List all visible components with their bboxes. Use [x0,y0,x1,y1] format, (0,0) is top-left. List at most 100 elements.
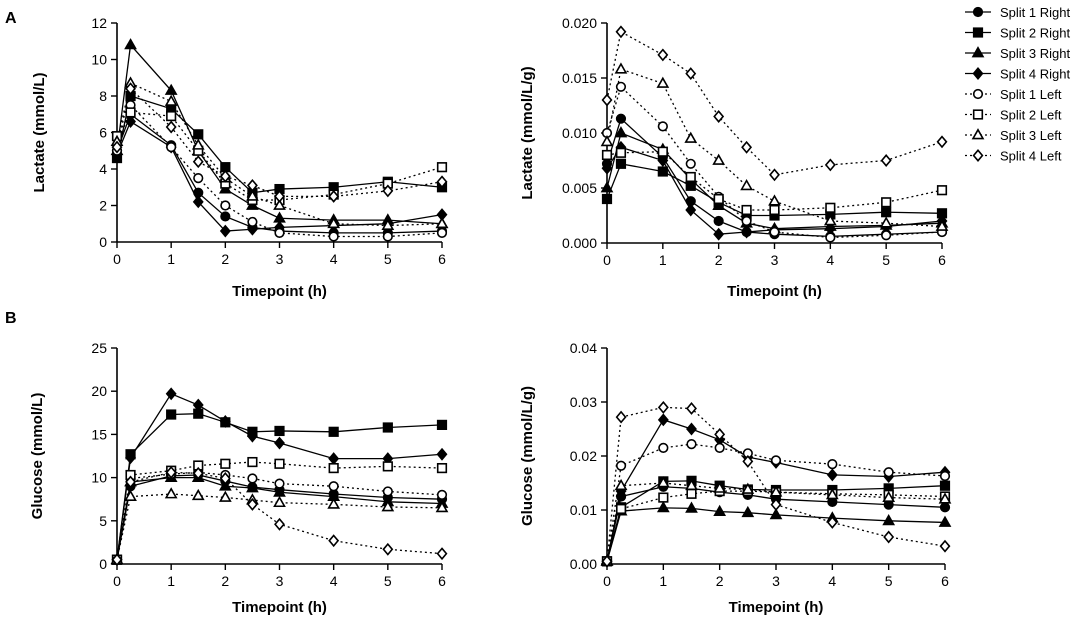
data-point [601,93,613,107]
data-point [328,481,339,492]
data-point [191,488,205,501]
series-line-split-2-left [606,151,943,211]
data-point [714,427,726,441]
y-tick-label: 0 [99,556,107,572]
x-axis-title: Timepoint (h) [232,599,327,616]
y-tick-label: 0.020 [562,15,597,31]
data-point [881,207,892,218]
data-point [769,168,780,182]
data-point [615,410,627,424]
data-point [657,413,669,427]
x-axis-title: Timepoint (h) [232,283,327,300]
data-point [247,456,258,468]
legend-label: Split 1 Left [1000,87,1062,102]
data-point [328,452,340,466]
data-point [883,530,895,544]
x-tick-label: 6 [941,573,949,589]
y-tick-label: 2 [99,198,107,214]
data-point [657,166,668,177]
data-point [246,497,258,511]
data-point [615,113,627,124]
data-point [938,515,952,527]
legend-item-split-3-right: Split 3 Right [965,46,1070,61]
series-line-split-4-right [116,120,443,232]
x-tick-label: 6 [938,252,946,268]
data-point [164,83,178,95]
data-point [166,110,177,122]
y-tick-label: 6 [99,125,107,141]
data-point [657,146,668,157]
data-point [328,534,340,548]
data-point [436,489,448,500]
series-line-split-1-right [606,486,946,562]
data-point [247,216,258,228]
data-point [768,194,781,206]
data-point [274,478,285,489]
y-tick-label: 0 [99,234,107,250]
panel-label-b: B [5,310,17,327]
data-point [435,216,449,229]
data-point [273,198,286,210]
series-line-split-4-right [116,392,443,560]
data-point [741,204,752,216]
legend-marker [972,6,984,18]
data-point [274,425,285,437]
data-point [220,211,231,222]
legend-label: Split 1 Right [1000,5,1070,20]
data-point [657,121,668,132]
series-line-split-2-right [116,95,443,194]
data-point [936,185,948,196]
data-point [770,455,782,466]
data-point [713,110,725,123]
data-point [939,502,951,513]
data-point [614,126,628,138]
data-point [741,482,755,494]
data-point [825,232,836,243]
data-point [274,227,285,238]
data-point [882,490,896,502]
data-point [246,222,258,236]
x-tick-label: 6 [438,251,446,267]
data-point [741,225,753,239]
data-point [327,216,341,229]
data-point [382,231,393,242]
data-point [246,189,259,201]
series-line-split-2-left [116,461,443,560]
data-point [825,488,839,500]
x-tick-label: 6 [438,573,446,589]
series-line-split-2-right [606,480,946,562]
data-point [246,481,259,493]
data-point [382,422,393,433]
y-tick-label: 0.03 [570,394,597,410]
data-point [684,131,698,143]
data-point [600,181,614,193]
data-point [274,458,285,469]
data-point [165,120,177,134]
data-point [111,140,123,154]
data-point [382,461,393,472]
data-point [436,227,448,238]
x-tick-label: 5 [882,252,890,268]
data-point [615,460,627,471]
data-point [218,490,232,502]
x-tick-label: 0 [113,251,121,267]
legend-marker [972,27,984,38]
data-point [601,193,613,205]
data-point [657,48,669,62]
x-tick-label: 0 [603,252,611,268]
data-point [328,462,339,474]
data-point [686,422,697,436]
data-point [741,215,752,227]
data-point [246,178,258,192]
data-point [219,415,231,428]
data-point [827,459,838,470]
series-line-split-3-right [606,507,946,562]
data-point [881,230,892,241]
y-tick-label: 10 [91,52,107,68]
data-point [712,153,726,165]
legend-item-split-4-right: Split 4 Right [965,67,1070,82]
data-point [882,513,896,526]
x-tick-label: 4 [826,252,834,268]
data-point [685,478,698,491]
